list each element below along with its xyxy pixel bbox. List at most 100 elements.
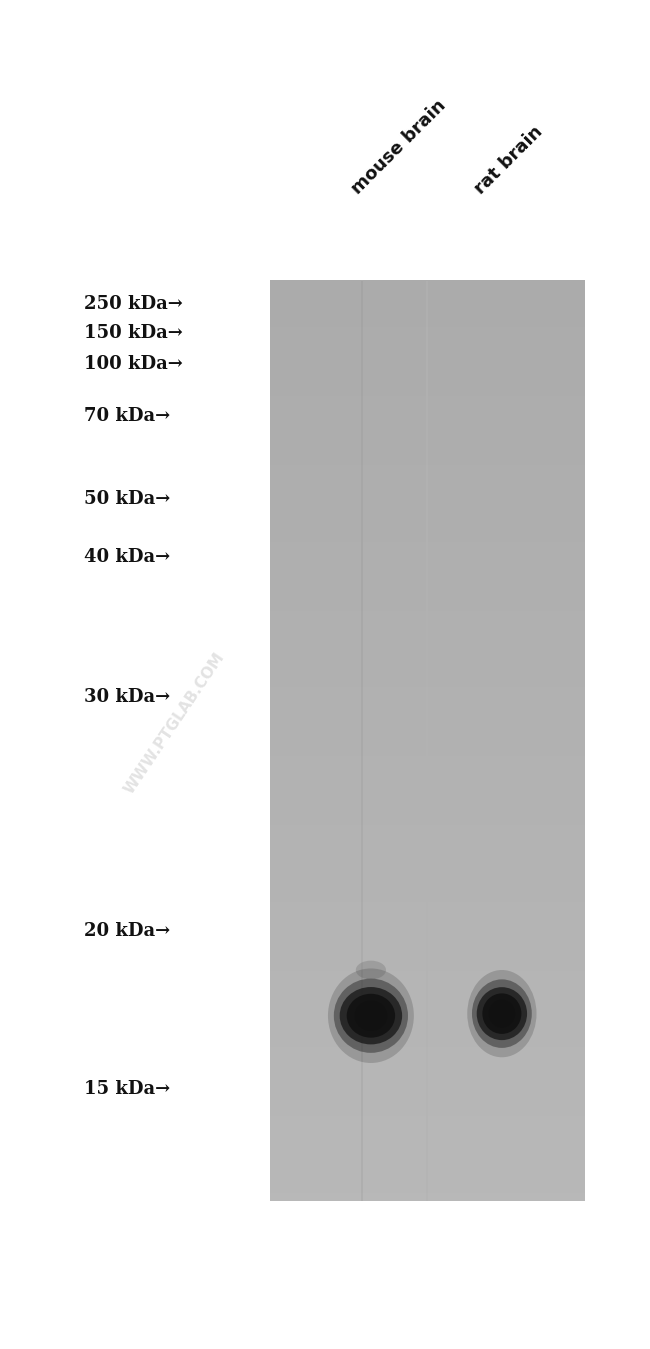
Bar [270, 670, 585, 680]
Bar [270, 924, 585, 932]
Bar [270, 1008, 585, 1017]
Bar [270, 341, 585, 351]
Text: rat brain: rat brain [471, 123, 547, 198]
Bar [270, 1153, 585, 1163]
Bar [270, 595, 585, 603]
Bar [270, 885, 585, 894]
Bar [270, 793, 585, 803]
Bar [270, 970, 585, 978]
Bar [270, 1031, 585, 1040]
Bar [270, 1024, 585, 1032]
Bar [270, 641, 585, 649]
Bar [270, 908, 585, 917]
Bar [426, 282, 428, 1201]
Text: mouse brain: mouse brain [348, 97, 450, 198]
Bar [270, 664, 585, 672]
Bar [270, 1047, 585, 1055]
Bar [270, 701, 585, 711]
Bar [270, 495, 585, 503]
Bar [270, 335, 585, 343]
Bar [270, 433, 585, 442]
Bar [270, 625, 585, 634]
Bar [270, 587, 585, 595]
Ellipse shape [482, 993, 521, 1033]
Bar [270, 978, 585, 986]
Bar [270, 1077, 585, 1086]
Bar [270, 579, 585, 588]
Bar [270, 679, 585, 688]
Bar [270, 931, 585, 940]
Bar [270, 724, 585, 734]
Bar [270, 326, 585, 335]
Ellipse shape [328, 969, 414, 1063]
Bar [270, 510, 585, 519]
Ellipse shape [356, 960, 386, 979]
Bar [270, 395, 585, 403]
Bar [270, 985, 585, 994]
Bar [270, 901, 585, 909]
Bar [270, 502, 585, 511]
Bar [270, 1176, 585, 1186]
Bar [270, 318, 585, 328]
Bar [270, 893, 585, 902]
Text: 15 kDa→: 15 kDa→ [84, 1081, 170, 1098]
Bar [270, 801, 585, 809]
Bar [270, 1039, 585, 1047]
Text: 30 kDa→: 30 kDa→ [84, 688, 170, 706]
Bar [270, 993, 585, 1001]
Bar [270, 295, 585, 305]
Bar [270, 855, 585, 863]
Bar [270, 786, 585, 795]
Bar [270, 1062, 585, 1070]
Bar [270, 747, 585, 757]
Bar [270, 816, 585, 826]
Bar [270, 464, 585, 473]
Bar [270, 839, 585, 849]
Bar [270, 456, 585, 465]
Bar [361, 282, 363, 1201]
Bar [270, 449, 585, 457]
Bar [270, 1122, 585, 1132]
Bar [270, 1184, 585, 1193]
Bar [270, 372, 585, 380]
Bar [270, 955, 585, 963]
Bar [270, 441, 585, 449]
Bar [270, 809, 585, 817]
Bar [270, 418, 585, 426]
Bar [270, 1016, 585, 1024]
Bar [270, 755, 585, 764]
Bar [270, 832, 585, 840]
Bar [270, 1108, 585, 1117]
Bar [270, 947, 585, 955]
Text: 100 kDa→: 100 kDa→ [84, 355, 183, 374]
Bar [270, 287, 585, 297]
Bar [426, 282, 428, 1201]
Bar [270, 1193, 585, 1201]
Bar [270, 1145, 585, 1155]
Bar [270, 716, 585, 726]
Bar [270, 778, 585, 786]
Text: WWW.PTGLAB.COM: WWW.PTGLAB.COM [122, 649, 228, 796]
Bar [270, 687, 585, 695]
Bar [270, 648, 585, 657]
Bar [270, 847, 585, 855]
Bar [270, 572, 585, 580]
Bar [270, 349, 585, 357]
Bar [270, 357, 585, 366]
Bar [270, 564, 585, 572]
Bar [270, 733, 585, 741]
Bar [270, 602, 585, 611]
Ellipse shape [346, 994, 395, 1037]
Bar [270, 403, 585, 411]
Bar [270, 1093, 585, 1101]
Bar [270, 741, 585, 749]
Bar [270, 556, 585, 565]
Bar [270, 764, 585, 772]
Bar [270, 526, 585, 534]
Bar [270, 541, 585, 549]
Bar [270, 472, 585, 480]
Bar [270, 862, 585, 871]
Bar [270, 1139, 585, 1147]
Bar [270, 633, 585, 641]
Bar [270, 518, 585, 526]
